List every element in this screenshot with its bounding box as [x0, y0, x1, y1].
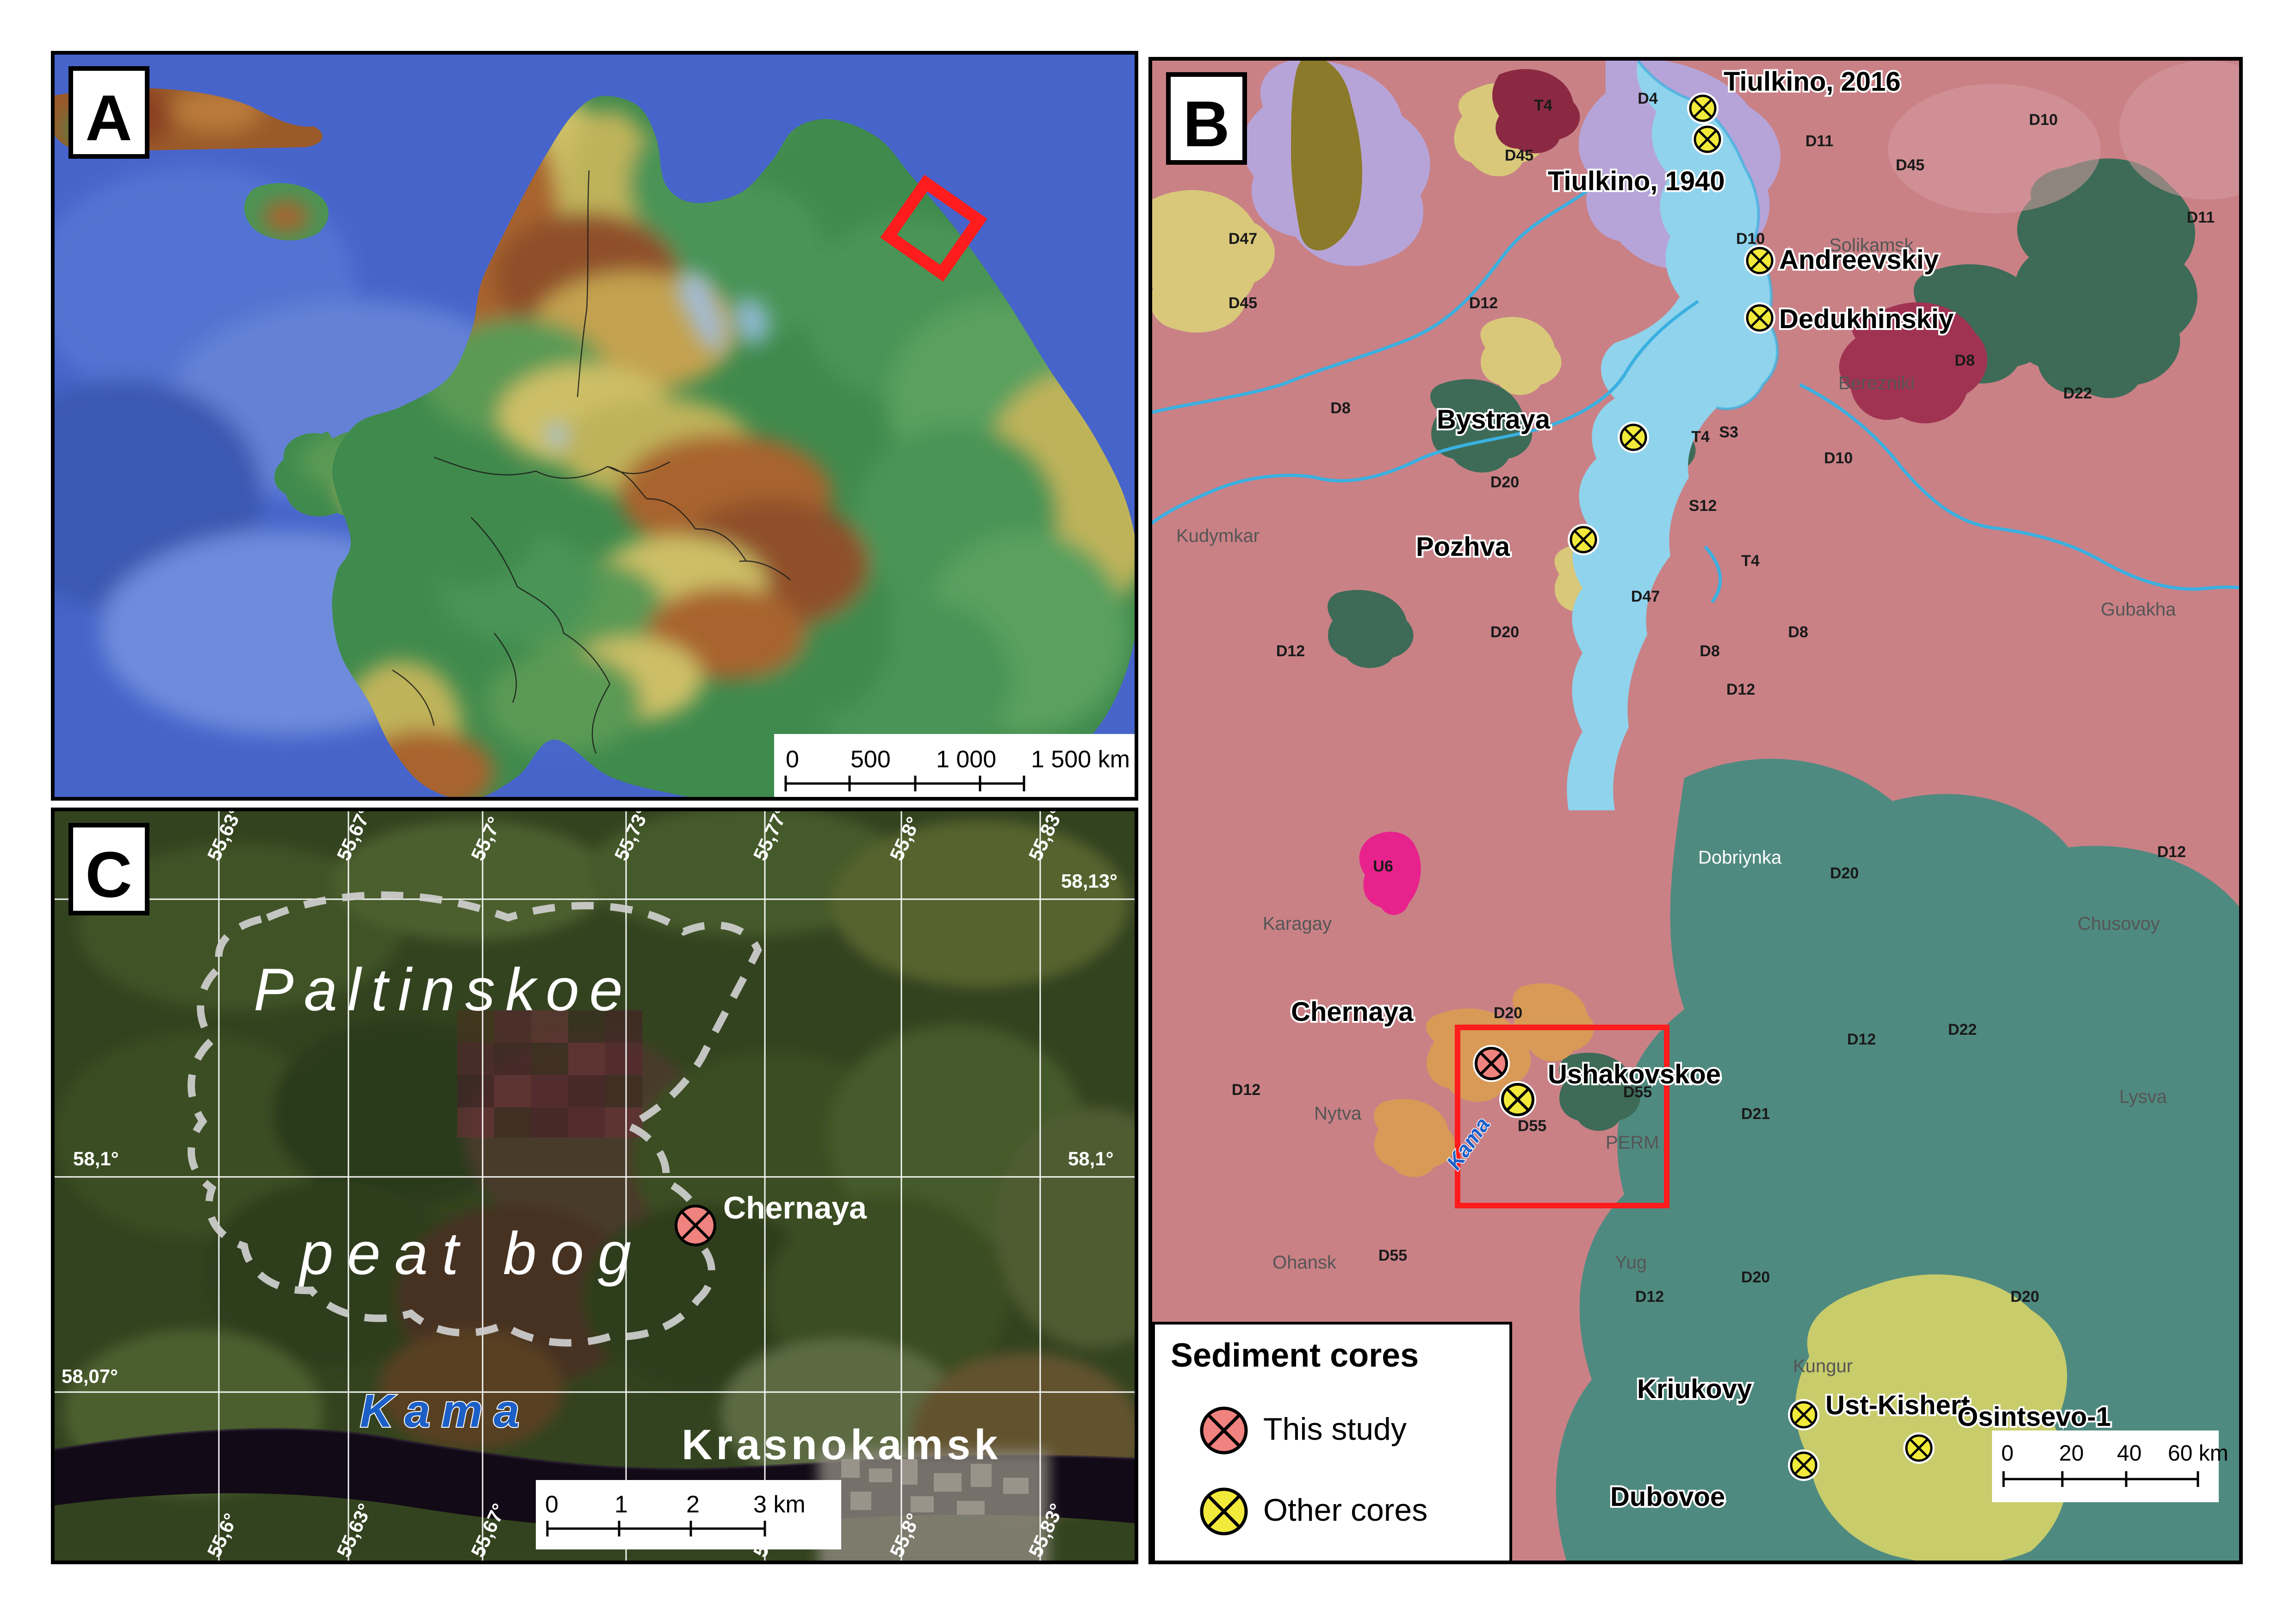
svg-text:peat bog: peat bog: [298, 1219, 645, 1287]
svg-text:D20: D20: [1830, 864, 1859, 882]
svg-text:D22: D22: [2063, 385, 2092, 402]
svg-text:Kungur: Kungur: [1793, 1356, 1853, 1376]
svg-text:D10: D10: [2029, 111, 2058, 129]
svg-text:Lysva: Lysva: [2119, 1087, 2167, 1107]
svg-text:Tiulkino, 2016: Tiulkino, 2016: [1724, 67, 1901, 97]
svg-text:D20: D20: [1490, 623, 1519, 641]
svg-text:This study: This study: [1263, 1412, 1407, 1447]
svg-text:58,1°: 58,1°: [1068, 1148, 1114, 1169]
svg-text:Berezniki: Berezniki: [1838, 373, 1915, 393]
svg-text:Kriukovy: Kriukovy: [1637, 1374, 1752, 1404]
svg-text:1 500 km: 1 500 km: [1031, 746, 1130, 773]
svg-text:D4: D4: [1638, 90, 1658, 107]
svg-text:Chernaya: Chernaya: [723, 1190, 867, 1225]
svg-text:Nytva: Nytva: [1314, 1103, 1362, 1124]
svg-text:D20: D20: [1741, 1269, 1770, 1286]
svg-text:Ohansk: Ohansk: [1272, 1252, 1337, 1273]
svg-text:D45: D45: [1229, 294, 1257, 312]
svg-text:0: 0: [786, 746, 799, 773]
svg-text:Gubakha: Gubakha: [2101, 599, 2176, 620]
svg-text:D47: D47: [1229, 230, 1257, 248]
svg-text:D12: D12: [1726, 681, 1755, 698]
svg-text:S12: S12: [1689, 497, 1717, 515]
svg-text:D45: D45: [1896, 156, 1924, 174]
svg-text:Other cores: Other cores: [1263, 1493, 1427, 1528]
svg-text:Pozhva: Pozhva: [1416, 532, 1510, 562]
svg-text:60 km: 60 km: [2168, 1441, 2228, 1466]
svg-text:D12: D12: [1276, 642, 1305, 660]
svg-text:PERM: PERM: [1606, 1132, 1659, 1153]
svg-text:D8: D8: [1700, 642, 1719, 660]
svg-text:1 000: 1 000: [936, 746, 996, 773]
svg-text:Dobriynka: Dobriynka: [1698, 847, 1782, 868]
svg-text:40: 40: [2117, 1441, 2141, 1466]
svg-text:Chernaya: Chernaya: [1291, 997, 1414, 1027]
svg-text:D8: D8: [1330, 399, 1350, 417]
svg-text:Sediment cores: Sediment cores: [1171, 1337, 1419, 1374]
svg-text:T4: T4: [1691, 428, 1710, 446]
svg-text:Yug: Yug: [1615, 1252, 1647, 1273]
svg-text:D22: D22: [1948, 1021, 1977, 1039]
svg-text:D20: D20: [1490, 473, 1519, 491]
svg-text:20: 20: [2059, 1441, 2084, 1466]
svg-text:U6: U6: [1373, 858, 1393, 875]
svg-text:C: C: [85, 838, 132, 911]
svg-text:B: B: [1183, 87, 1229, 160]
svg-text:Krasnokamsk: Krasnokamsk: [682, 1421, 1001, 1468]
svg-text:D11: D11: [2187, 209, 2215, 226]
svg-text:Dubovoe: Dubovoe: [1610, 1482, 1725, 1512]
svg-text:D10: D10: [1824, 449, 1853, 467]
svg-text:Ust-Kishert: Ust-Kishert: [1825, 1390, 1970, 1420]
svg-text:Kama: Kama: [360, 1385, 530, 1437]
svg-text:3 km: 3 km: [753, 1491, 806, 1518]
svg-text:Tiulkino, 1940: Tiulkino, 1940: [1548, 166, 1725, 196]
svg-text:Chusovoy: Chusovoy: [2078, 914, 2160, 934]
svg-text:1: 1: [614, 1491, 628, 1518]
svg-text:Kudymkar: Kudymkar: [1176, 526, 1260, 546]
svg-text:D12: D12: [1635, 1288, 1664, 1306]
svg-text:58,13°: 58,13°: [1061, 870, 1117, 892]
svg-text:A: A: [85, 81, 132, 154]
svg-text:D45: D45: [1505, 147, 1533, 164]
svg-text:Osintsevo-1: Osintsevo-1: [1957, 1402, 2111, 1432]
svg-text:D12: D12: [1847, 1031, 1876, 1048]
svg-text:Ushakovskoe: Ushakovskoe: [1548, 1059, 1721, 1089]
svg-text:2: 2: [686, 1491, 700, 1518]
svg-text:0: 0: [545, 1491, 558, 1518]
svg-text:500: 500: [850, 746, 891, 773]
svg-text:S3: S3: [1719, 423, 1738, 441]
svg-text:D8: D8: [1788, 623, 1808, 641]
svg-text:D8: D8: [1955, 352, 1974, 369]
svg-text:58,1°: 58,1°: [73, 1148, 119, 1169]
svg-text:Karagay: Karagay: [1263, 914, 1332, 934]
svg-text:D55: D55: [1378, 1247, 1407, 1264]
svg-text:D12: D12: [1232, 1081, 1260, 1099]
svg-text:D11: D11: [1806, 132, 1834, 150]
svg-text:T4: T4: [1534, 97, 1552, 114]
svg-text:Bystraya: Bystraya: [1437, 404, 1551, 435]
svg-text:D21: D21: [1741, 1105, 1770, 1123]
svg-text:D12: D12: [1469, 294, 1498, 312]
svg-text:58,07°: 58,07°: [62, 1365, 118, 1387]
svg-text:Andreevskiy: Andreevskiy: [1779, 245, 1939, 275]
svg-text:Dedukhinskiy: Dedukhinskiy: [1779, 304, 1954, 334]
svg-text:D20: D20: [2011, 1288, 2039, 1306]
svg-text:0: 0: [2001, 1441, 2014, 1466]
svg-text:D55: D55: [1518, 1117, 1546, 1135]
svg-text:D12: D12: [2157, 843, 2186, 861]
svg-text:D47: D47: [1631, 588, 1660, 605]
svg-text:Paltinskoe: Paltinskoe: [254, 956, 633, 1023]
svg-text:D20: D20: [1494, 1004, 1522, 1022]
svg-text:T4: T4: [1741, 552, 1760, 570]
